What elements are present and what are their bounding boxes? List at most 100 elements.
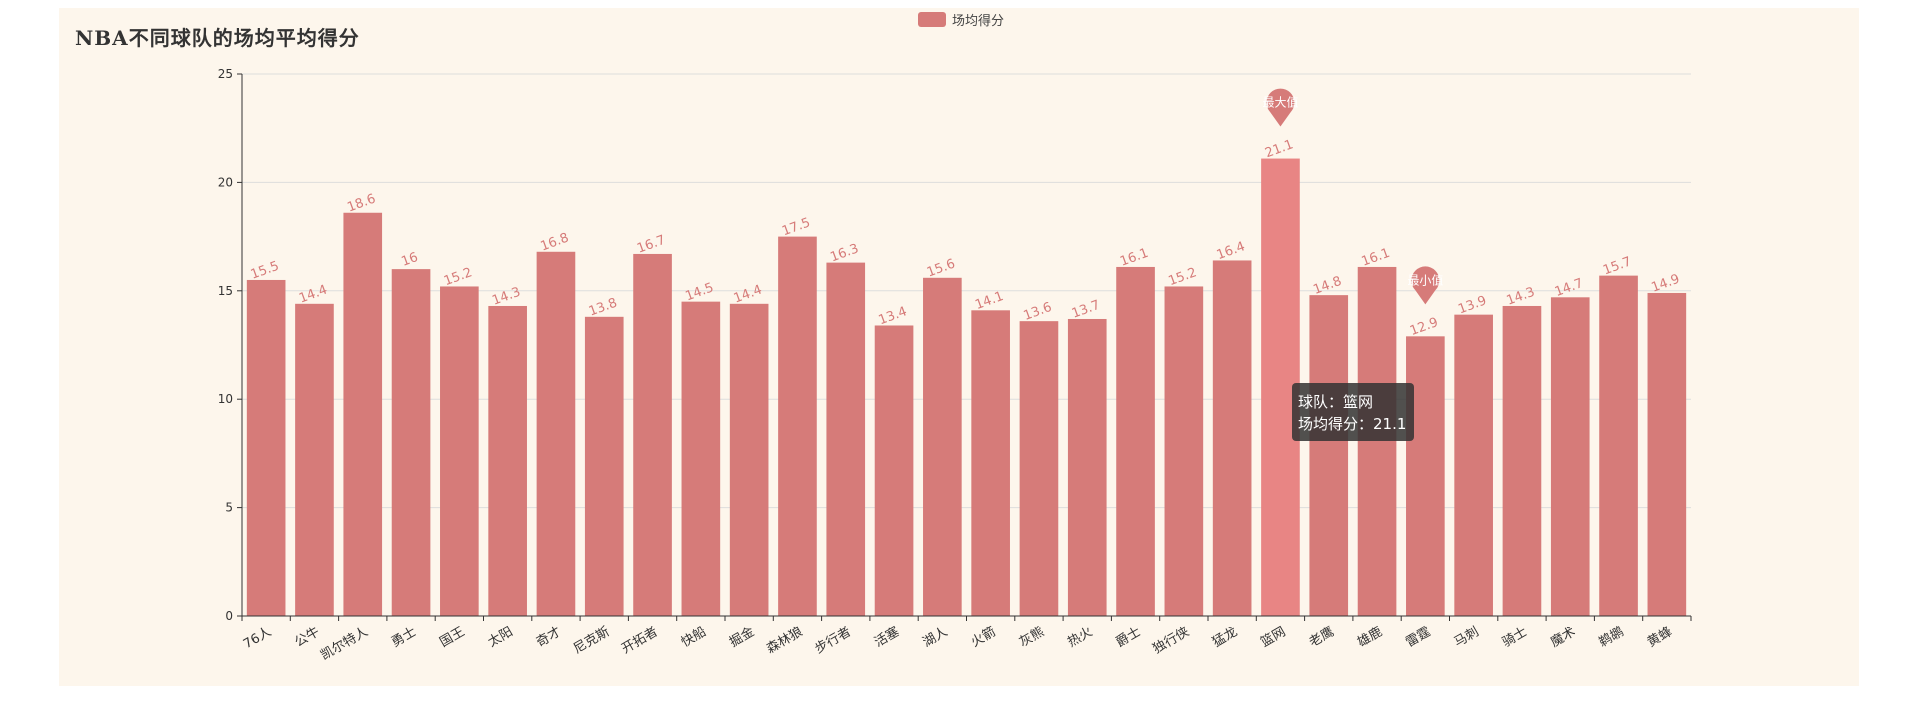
mark-point-label: 最大值	[1262, 95, 1298, 110]
bar	[923, 277, 962, 616]
data-label: 15.7	[1601, 254, 1633, 278]
x-tick-label: 开拓者	[619, 624, 660, 656]
tooltip: 球队：篮网 场均得分：21.1	[1292, 383, 1415, 441]
grid-lines	[242, 73, 1691, 509]
data-label: 15.2	[1166, 265, 1198, 289]
y-tick-label: 20	[218, 175, 233, 189]
bar	[1647, 292, 1687, 616]
data-label: 15.2	[442, 265, 474, 289]
x-tick-label: 活塞	[872, 624, 903, 651]
data-label: 18.6	[345, 191, 377, 215]
y-tick-label: 10	[218, 392, 233, 406]
legend-swatch	[918, 12, 946, 27]
data-label: 16.3	[828, 241, 860, 265]
x-tick-label: 老鹰	[1306, 624, 1337, 651]
x-tick-label: 尼克斯	[571, 624, 612, 656]
tooltip-score: 场均得分：21.1	[1298, 415, 1407, 433]
y-tick-label: 0	[225, 609, 233, 623]
x-tick-label: 76人	[241, 624, 274, 652]
mark-point-pin	[1411, 266, 1440, 305]
y-tick-label: 15	[218, 284, 233, 298]
bar	[1164, 286, 1204, 616]
data-label: 16.4	[1215, 239, 1247, 263]
bar	[295, 303, 334, 616]
data-label: 15.6	[925, 257, 957, 281]
x-tick-label: 爵士	[1114, 624, 1144, 650]
data-label: 13.6	[1022, 300, 1054, 324]
x-tick-label: 猛龙	[1210, 624, 1240, 650]
x-tick-label: 国王	[437, 624, 467, 650]
x-tick-label: 热火	[1065, 624, 1095, 650]
x-tick-label: 黄蜂	[1645, 624, 1675, 650]
bar	[681, 301, 721, 616]
x-tick-label: 鹈鹕	[1596, 624, 1627, 651]
bar	[536, 251, 576, 616]
y-tick-label: 25	[218, 67, 233, 81]
chart-title: NBA不同球队的场均平均得分	[75, 26, 360, 50]
bar	[343, 212, 383, 616]
bar	[971, 310, 1010, 616]
bars	[246, 158, 1687, 616]
x-tick-label: 火箭	[968, 624, 999, 651]
mark-point-label: 最小值	[1407, 272, 1443, 287]
bar	[1454, 314, 1493, 616]
data-label: 14.1	[973, 289, 1005, 313]
bar	[874, 325, 914, 616]
x-tick-label: 湖人	[920, 624, 950, 650]
x-tick-label: 步行者	[812, 624, 853, 656]
x-tick-label: 森林狼	[764, 624, 805, 656]
data-label: 13.4	[877, 304, 909, 328]
data-label: 21.1	[1263, 137, 1295, 161]
legend-label: 场均得分	[952, 14, 1005, 29]
data-label: 12.9	[1408, 315, 1440, 339]
data-label: 14.4	[297, 283, 329, 307]
data-label: 14.3	[1505, 285, 1537, 309]
data-label: 16.1	[1118, 246, 1150, 270]
bar	[633, 253, 672, 616]
bar	[440, 286, 479, 616]
x-tick-label: 公牛	[292, 624, 322, 650]
bar	[1406, 336, 1445, 616]
data-label: 16.1	[1360, 246, 1392, 270]
data-label: 17.5	[780, 215, 812, 239]
data-label: 13.7	[1070, 298, 1102, 322]
x-tick-label: 马刺	[1452, 624, 1482, 650]
data-label: 16.7	[635, 233, 667, 257]
legend[interactable]: 场均得分	[918, 10, 1004, 29]
mark-point-pin	[1266, 88, 1295, 127]
bar	[1550, 297, 1590, 616]
bar	[1116, 266, 1155, 616]
x-tick-label: 魔术	[1548, 624, 1578, 650]
bar	[778, 236, 817, 616]
x-tick-label: 骑士	[1500, 624, 1530, 650]
data-label: 16	[400, 250, 421, 270]
x-tick-label: 奇才	[533, 624, 564, 651]
bar	[391, 269, 431, 616]
x-tick-label: 灰熊	[1016, 624, 1047, 651]
x-tick-label: 独行侠	[1151, 624, 1192, 656]
data-label: 15.5	[249, 259, 281, 283]
x-tick-label: 勇士	[389, 624, 419, 650]
bar	[1309, 295, 1349, 616]
bar	[246, 279, 286, 616]
data-label: 16.8	[539, 230, 571, 254]
bar	[1019, 321, 1059, 616]
data-label: 14.7	[1553, 276, 1585, 300]
bar	[1357, 266, 1397, 616]
data-label: 13.8	[587, 296, 619, 320]
data-label: 13.9	[1456, 293, 1488, 317]
data-label: 14.8	[1311, 274, 1343, 298]
data-label: 14.4	[732, 283, 764, 307]
data-label: 14.5	[683, 280, 715, 304]
x-tick-label: 太阳	[486, 624, 516, 650]
x-tick-label: 凯尔特人	[318, 624, 371, 663]
x-tick-label: 掘金	[727, 624, 758, 651]
x-tick-label: 雷霆	[1403, 624, 1433, 650]
bar	[488, 305, 527, 616]
bar	[1067, 318, 1107, 616]
bar	[729, 303, 769, 616]
y-tick-label: 5	[225, 501, 233, 515]
data-label: 14.3	[490, 285, 522, 309]
